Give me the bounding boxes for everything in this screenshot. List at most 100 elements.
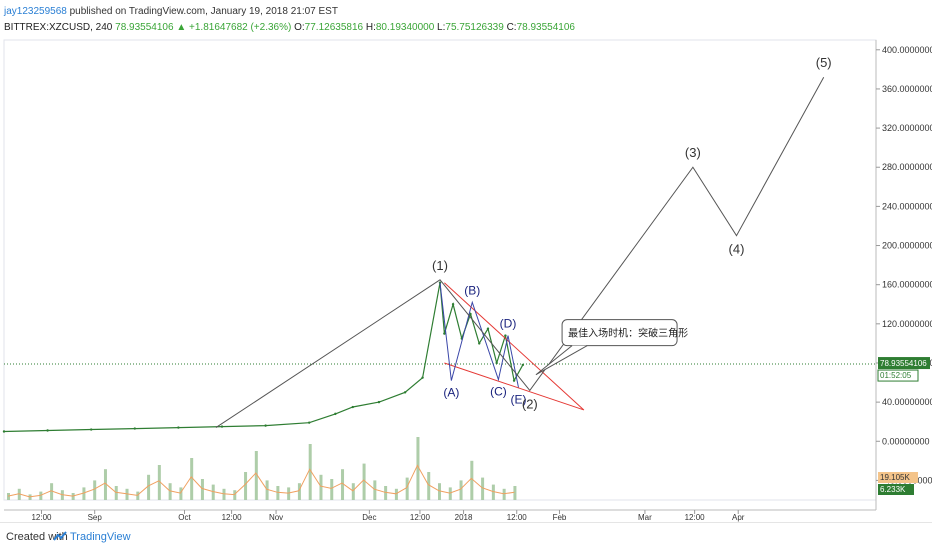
volume-bar — [71, 493, 75, 500]
volume-badge — [878, 472, 918, 483]
price-point — [469, 312, 472, 316]
price-point — [478, 342, 481, 345]
volume-bar — [373, 480, 377, 500]
price-point — [177, 426, 180, 429]
close-value: 78.93554106 — [516, 22, 575, 33]
chart-header: jay123259568 published on TradingView.co… — [0, 0, 932, 40]
volume-bar — [427, 472, 431, 500]
price-point — [46, 429, 49, 432]
price-point — [443, 332, 446, 335]
price-point — [377, 400, 381, 404]
annotation-pointer — [535, 345, 588, 376]
volume-bar — [179, 487, 183, 500]
price-point — [334, 412, 337, 416]
volume-bar — [50, 483, 54, 500]
x-tick-label: Dec — [362, 513, 376, 522]
y-tick-label: 200.00000000 — [882, 241, 932, 251]
volume-bar — [513, 486, 517, 500]
price-point — [421, 376, 424, 379]
abcde-label: (C) — [490, 385, 507, 399]
abcde-wave-line — [439, 282, 519, 388]
price-point — [2, 430, 6, 433]
price-point — [403, 391, 407, 394]
countdown-badge — [877, 369, 919, 382]
elliott-wave-line — [215, 76, 825, 429]
volume-bar — [233, 490, 237, 500]
volume-bar — [308, 444, 312, 500]
volume-bar — [416, 437, 420, 500]
volume-bar — [93, 480, 97, 500]
y-tick-label: 0.00000000 — [882, 436, 930, 446]
annotation-box[interactable] — [561, 319, 678, 347]
last-price-label: 78.93554106 — [880, 359, 927, 368]
created-with-text: Created with — [6, 531, 68, 543]
abcde-label: (E) — [510, 392, 526, 406]
volume-label: 19.105K — [880, 473, 910, 482]
price-point — [264, 424, 267, 427]
volume-bar — [319, 474, 323, 500]
symbol-label[interactable]: BITTREX:XZCUSD, 240 — [4, 22, 113, 33]
volume-bar — [39, 491, 43, 500]
price-point — [308, 421, 311, 424]
x-tick-label: 12:00 — [31, 513, 52, 522]
low-value: 75.75126339 — [445, 22, 504, 33]
wave-label: (4) — [729, 242, 745, 257]
volume-bar — [244, 472, 248, 500]
x-tick-label: 2018 — [455, 513, 473, 522]
open-value: 77.12635816 — [304, 22, 364, 33]
volume-bar — [459, 480, 463, 500]
author-link[interactable]: jay123259568 — [4, 6, 67, 17]
y-tick-label: 280.00000000 — [882, 162, 932, 172]
x-tick-label: 12:00 — [222, 513, 243, 522]
wave-label: (3) — [685, 145, 701, 160]
volume-bar — [276, 486, 280, 500]
ohlc-legend: BITTREX:XZCUSD, 240 78.93554106 ▲ +1.816… — [4, 22, 575, 33]
last-value: 78.93554106 — [115, 22, 174, 33]
price-point — [438, 281, 442, 284]
x-tick-label: Oct — [178, 513, 191, 522]
volume-bar — [470, 460, 474, 500]
price-point — [90, 428, 93, 431]
triangle-lines — [444, 282, 585, 411]
high-value: 80.19340000 — [375, 22, 435, 33]
price-point — [133, 427, 136, 430]
volume-bar — [103, 469, 107, 500]
volume-bar — [405, 477, 409, 500]
volume-bar — [362, 463, 366, 500]
x-tick-label: 12:00 — [410, 513, 431, 522]
volume-bar — [265, 480, 269, 500]
price-chart[interactable]: 400.00000000 360.00000000 320.00000000 280.… — [0, 0, 932, 522]
volume-bar — [136, 491, 140, 500]
volume-bar — [200, 479, 204, 500]
x-tick-label: 12:00 — [507, 513, 528, 522]
last-price-badge — [878, 357, 930, 370]
y-tick-label: 40.00000000 — [882, 397, 932, 407]
up-arrow-icon: ▲ — [176, 22, 187, 33]
volume-bar — [351, 483, 355, 500]
x-tick-label: Apr — [732, 513, 745, 522]
y-tick-label: 160.00000000 — [882, 280, 932, 290]
volume-bar — [341, 469, 345, 500]
countdown-label: 01:52:05 — [880, 371, 912, 380]
y-tick-label: 320.00000000 — [882, 123, 932, 133]
y-tick-label: 240.00000000 — [882, 201, 932, 211]
footer: Created with TradingView — [0, 522, 932, 551]
low-label: L: — [437, 22, 446, 33]
volume-bar — [448, 487, 452, 500]
price-point — [512, 379, 516, 382]
x-tick-label: Sep — [88, 513, 103, 522]
volume-bar — [481, 477, 485, 500]
wave-label: (2) — [522, 396, 538, 411]
volume-bar — [114, 486, 118, 500]
volume-bar — [190, 458, 194, 500]
tradingview-logo-icon — [53, 531, 67, 541]
volume-bar — [254, 451, 258, 500]
volume-bar — [502, 488, 506, 500]
volume-bar — [384, 486, 388, 500]
volume-bar — [211, 484, 215, 500]
tradingview-brand-link[interactable]: TradingView — [70, 531, 131, 543]
volume-ma-label: 6.233K — [880, 485, 906, 494]
x-tick-label: Mar — [638, 513, 652, 522]
open-label: O: — [294, 22, 305, 33]
change-value: +1.81647682 (+2.36%) — [189, 22, 292, 33]
